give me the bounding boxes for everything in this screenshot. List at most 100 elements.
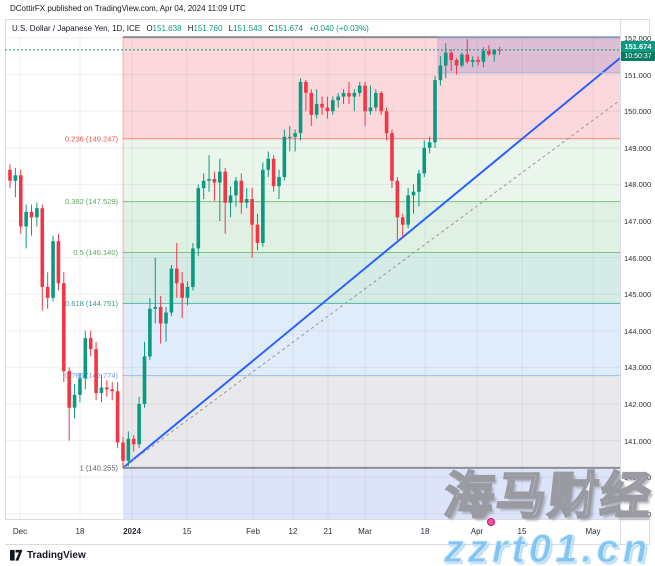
candle (454, 59, 459, 66)
candle (266, 158, 271, 170)
ohlc-close-value: 151.674 (274, 24, 303, 33)
candle (347, 92, 351, 97)
candle (121, 442, 125, 461)
candle (51, 241, 55, 298)
ohlc-high-label: H (187, 24, 194, 33)
fib-band (123, 252, 620, 304)
candle (492, 49, 496, 55)
symbol-title: U.S. Dollar / Japanese Yen, 1D, ICE (12, 24, 141, 33)
ohlc-low-label: L (228, 24, 234, 33)
candle (427, 142, 432, 148)
ohlc-open-label: O (146, 24, 153, 33)
candle (180, 283, 184, 298)
fib-level-label: 0.618 (144.751) (65, 299, 118, 308)
candle (390, 133, 394, 181)
candle (99, 387, 104, 394)
candle (207, 178, 211, 181)
ohlc-close-label: C (268, 24, 275, 33)
candle (244, 199, 249, 203)
candle (223, 171, 227, 203)
drawing-anchor-dot[interactable] (487, 518, 495, 526)
candle (481, 50, 486, 62)
candle (331, 100, 335, 112)
candle (325, 107, 330, 112)
time-axis-label: May (585, 527, 601, 536)
candle (433, 80, 437, 143)
candle (443, 52, 448, 66)
time-axis[interactable]: Dec 18 2024 15 Feb 12 21 Mar 18 Apr 15 May (5, 520, 620, 544)
candle (201, 180, 206, 189)
candle (126, 438, 131, 461)
fib-band (123, 37, 620, 139)
candle (148, 308, 152, 357)
candle (298, 81, 303, 134)
price-axis-label: 151.000 (624, 70, 652, 80)
candle (131, 438, 136, 445)
time-axis-label: 15 (182, 527, 192, 536)
candle (261, 169, 265, 243)
candlestick-plot[interactable]: 0.236 (149.247) 0.382 (147.529) 0.5 (146.1… (5, 35, 620, 519)
time-axis-label: Feb (246, 527, 260, 536)
candle (411, 191, 416, 196)
fib-band-below-1 (123, 467, 620, 519)
tradingview-logo[interactable]: TradingView (10, 549, 86, 562)
candle (78, 378, 82, 395)
candle (406, 195, 410, 225)
candle (153, 307, 158, 309)
time-axis-label: 18 (420, 527, 430, 536)
ohlc-high-value: 151.760 (193, 24, 223, 33)
candle (218, 171, 222, 183)
candle (363, 85, 367, 112)
candle (40, 208, 45, 287)
candle (72, 394, 77, 408)
candle (105, 387, 109, 390)
candle (352, 92, 357, 97)
candle (465, 54, 470, 62)
candle (336, 96, 340, 101)
candle (18, 175, 23, 227)
candle (115, 391, 120, 443)
candle (185, 286, 190, 298)
bar-countdown: 10:50:37 (621, 51, 655, 61)
candle (45, 286, 50, 298)
fib-band (123, 303, 620, 376)
ascending-trendline (122, 57, 620, 469)
candle (400, 217, 405, 225)
price-axis[interactable]: 152.000 151.000 150.000 149.000 148.000 147.0… (621, 34, 655, 519)
time-axis-label: Apr (470, 527, 484, 536)
candle (282, 136, 287, 178)
candle (110, 389, 115, 392)
candle (314, 103, 319, 115)
attribution-text: DCottirFX published on TradingView.com, … (10, 4, 246, 13)
time-axis-label: Mar (358, 527, 372, 536)
candle (384, 111, 389, 134)
price-axis-label: 147.000 (624, 217, 652, 226)
tradingview-logo-text: TradingView (27, 550, 86, 561)
time-axis-label: 12 (288, 527, 298, 536)
candle (13, 175, 18, 181)
candle (417, 173, 421, 192)
last-price-badge: 151.674 10:50:37 (621, 40, 655, 61)
tradingview-logo-icon (10, 549, 23, 562)
candle (67, 371, 71, 408)
price-axis-label: 144.000 (624, 326, 652, 336)
price-axis-label: 150.000 (624, 107, 652, 117)
candle (8, 169, 12, 181)
candle (293, 133, 297, 137)
candle (438, 65, 443, 81)
candle (196, 188, 201, 249)
candle (250, 199, 254, 225)
candle (357, 85, 362, 93)
candle (470, 59, 475, 62)
price-axis-separator (620, 19, 621, 545)
fib-level-label: 0.5 (146.140) (73, 248, 118, 257)
candle (255, 224, 260, 243)
time-axis-label: Dec (12, 527, 28, 536)
candle (277, 177, 281, 187)
time-axis-separator (5, 519, 650, 520)
candle (374, 92, 378, 108)
candle (228, 195, 233, 203)
candle (29, 211, 34, 218)
price-axis-label: 149.000 (624, 143, 652, 153)
symbol-header[interactable]: U.S. Dollar / Japanese Yen, 1D, ICE O 151… (12, 24, 369, 33)
